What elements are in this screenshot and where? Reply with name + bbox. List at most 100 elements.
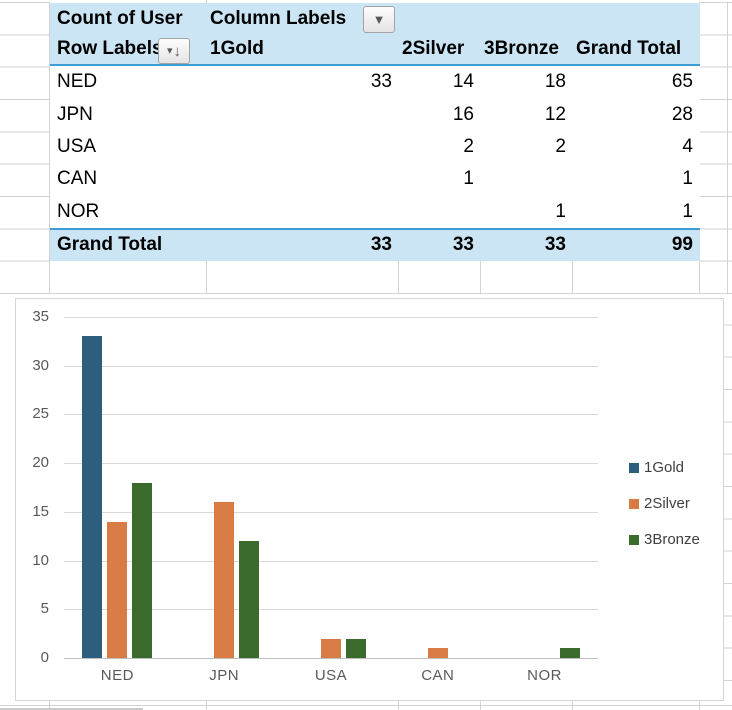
y-axis-tick-label: 25 — [32, 405, 49, 423]
cell-ned-total[interactable]: 65 — [671, 71, 693, 93]
y-axis-tick-label: 15 — [32, 502, 49, 520]
gridline — [572, 699, 573, 710]
cell-jpn-bronze[interactable]: 12 — [544, 103, 566, 125]
x-axis-category-label: CAN — [421, 667, 455, 684]
row-labels-filter-sort-button[interactable]: ▾ ↓ — [158, 38, 190, 64]
gridline — [572, 261, 573, 293]
y-axis-tick-label: 35 — [32, 308, 49, 325]
cell-usa-bronze[interactable]: 2 — [555, 135, 566, 157]
gridline — [480, 699, 481, 710]
cell-grandtotal-total[interactable]: 99 — [573, 227, 700, 261]
y-axis-tick-label: 20 — [32, 454, 49, 472]
sort-descending-arrow-icon: ↓ — [173, 42, 182, 60]
cell-jpn-gold[interactable] — [207, 98, 399, 130]
cell-jpn-label[interactable]: JPN — [57, 103, 93, 125]
chart-gridline — [64, 414, 598, 416]
cell-header-blank[interactable] — [573, 3, 700, 34]
y-axis-tick-label: 30 — [32, 356, 49, 374]
legend-item-1gold[interactable]: 1Gold — [629, 459, 700, 476]
gridline — [206, 261, 207, 293]
legend-item-2silver[interactable]: 2Silver — [629, 495, 700, 512]
cell-nor-total[interactable]: 1 — [682, 200, 693, 222]
bar-ned-3bronze[interactable] — [132, 482, 153, 658]
y-axis-tick-label: 5 — [40, 600, 49, 618]
x-axis-category-label: JPN — [209, 667, 240, 684]
x-axis-category-label: USA — [314, 667, 348, 684]
dropdown-triangle-icon: ▾ — [166, 44, 173, 57]
cell-ned-silver[interactable]: 14 — [452, 71, 474, 93]
x-axis-category-label: NED — [100, 667, 134, 684]
chart-gridline — [64, 609, 598, 611]
bar-ned-1gold[interactable] — [82, 336, 103, 658]
bar-ned-2silver[interactable] — [107, 521, 128, 658]
bar-usa-2silver[interactable] — [321, 638, 341, 658]
cell-header-blank[interactable] — [481, 3, 573, 34]
cell-count-of-user[interactable]: Count of User — [50, 3, 207, 34]
legend-label: 3Bronze — [644, 531, 700, 548]
cell-col-header-1gold[interactable]: 1Gold — [207, 34, 399, 66]
cell-col-header-2silver[interactable]: 2Silver — [399, 34, 481, 66]
chart-gridline — [64, 317, 598, 318]
legend-swatch-icon — [629, 534, 639, 545]
cell-nor-gold[interactable] — [207, 196, 399, 228]
gridline — [49, 699, 50, 710]
cell-can-gold[interactable] — [207, 163, 399, 195]
bar-jpn-3bronze[interactable] — [239, 541, 260, 658]
chart-legend: 1Gold 2Silver 3Bronze — [629, 459, 700, 548]
cell-usa-total[interactable]: 4 — [682, 135, 693, 157]
pivot-chart[interactable]: 0 5 10 15 20 25 30 35 NED JPN USA CAN NOR 1Gold 2Silve… — [15, 298, 724, 701]
cell-grandtotal-silver[interactable]: 33 — [399, 227, 481, 261]
chart-gridline — [64, 463, 598, 465]
cell-can-silver[interactable]: 1 — [463, 168, 474, 190]
gridline — [206, 699, 207, 710]
gridline — [699, 699, 700, 710]
cell-can-label[interactable]: CAN — [57, 168, 98, 190]
row-header-column-gridlines — [0, 2, 50, 294]
legend-swatch-icon — [629, 498, 639, 509]
gridline — [206, 0, 207, 3]
cell-nor-label[interactable]: NOR — [57, 200, 100, 222]
y-axis-tick-label: 0 — [40, 649, 49, 666]
cell-can-total[interactable]: 1 — [682, 168, 693, 190]
column-labels-filter-button[interactable]: ▼ — [363, 6, 395, 33]
gridline — [0, 293, 732, 294]
cell-jpn-silver[interactable]: 16 — [452, 103, 474, 125]
cell-header-blank[interactable] — [399, 3, 481, 34]
chart-gridline — [64, 511, 598, 513]
gridline — [480, 261, 481, 293]
cell-col-header-3bronze[interactable]: 3Bronze — [481, 34, 573, 66]
gridline — [0, 705, 732, 706]
chart-x-axis-line — [64, 658, 598, 659]
cell-usa-label[interactable]: USA — [57, 135, 97, 157]
legend-label: 1Gold — [644, 459, 685, 476]
legend-item-3bronze[interactable]: 3Bronze — [629, 531, 700, 548]
gridline — [727, 2, 728, 293]
cell-ned-bronze[interactable]: 18 — [544, 71, 566, 93]
cell-ned-label[interactable]: NED — [57, 71, 98, 93]
chart-gridline — [64, 560, 598, 562]
cell-can-bronze[interactable] — [481, 163, 573, 195]
cell-nor-silver[interactable] — [399, 196, 481, 228]
x-axis-category-label: NOR — [527, 667, 563, 684]
cell-usa-gold[interactable] — [207, 131, 399, 163]
cell-jpn-total[interactable]: 28 — [671, 103, 693, 125]
bar-jpn-2silver[interactable] — [214, 502, 235, 658]
cell-nor-bronze[interactable]: 1 — [555, 200, 566, 222]
legend-label: 2Silver — [644, 495, 690, 512]
chart-gridline — [64, 365, 598, 367]
cell-usa-silver[interactable]: 2 — [463, 135, 474, 157]
cell-grandtotal-gold[interactable]: 33 — [207, 227, 399, 261]
legend-swatch-icon — [629, 462, 639, 473]
pivot-table: Count of User Column Labels Row Labels 1… — [50, 3, 700, 261]
dropdown-triangle-icon: ▼ — [372, 12, 386, 27]
cell-ned-gold[interactable]: 33 — [370, 71, 392, 93]
cell-grandtotal-label[interactable]: Grand Total — [50, 227, 207, 261]
gridline — [0, 708, 143, 710]
y-axis-tick-label: 10 — [32, 551, 49, 569]
cell-grandtotal-bronze[interactable]: 33 — [481, 227, 573, 261]
bar-nor-3bronze[interactable] — [559, 648, 580, 658]
bar-usa-3bronze[interactable] — [346, 638, 366, 658]
gridline — [398, 261, 399, 293]
cell-col-header-grandtotal[interactable]: Grand Total — [573, 34, 700, 66]
bar-can-2silver[interactable] — [427, 648, 448, 658]
